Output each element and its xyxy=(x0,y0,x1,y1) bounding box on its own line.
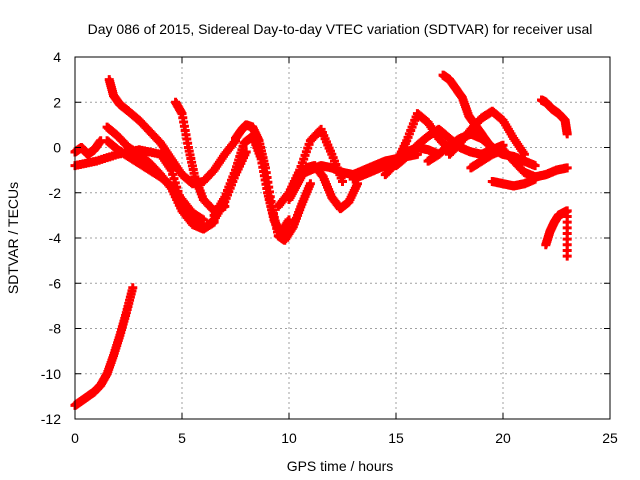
series-arc-r xyxy=(445,106,529,159)
x-axis-label: GPS time / hours xyxy=(287,458,394,474)
data-marks xyxy=(70,70,572,410)
y-tick-label: 0 xyxy=(53,140,61,156)
tick-labels: 0 5 10 15 20 25 -12 -10 -8 -6 -4 -2 0 2 4 xyxy=(41,49,618,446)
data-point xyxy=(530,161,540,171)
data-point xyxy=(562,129,572,139)
data-point xyxy=(209,217,219,227)
grid xyxy=(75,57,610,419)
data-point xyxy=(338,176,347,186)
y-tick-label: -2 xyxy=(49,185,62,201)
data-point xyxy=(519,149,529,159)
y-tick-label: -10 xyxy=(41,366,61,382)
series-arc-g xyxy=(171,97,230,216)
y-tick-label: -8 xyxy=(49,321,62,337)
y-tick-label: -12 xyxy=(41,411,61,427)
chart-title: Day 086 of 2015, Sidereal Day-to-day VTE… xyxy=(88,21,593,37)
series-arc-i xyxy=(231,120,315,245)
y-tick-label: -6 xyxy=(49,275,62,291)
series-arc-c xyxy=(104,75,240,189)
y-tick-label: 2 xyxy=(53,94,61,110)
series-arc-h xyxy=(209,131,294,238)
x-tick-label: 10 xyxy=(281,430,297,446)
series-arc-s xyxy=(466,145,572,182)
y-tick-label: -4 xyxy=(49,230,62,246)
data-point xyxy=(562,163,572,173)
data-point xyxy=(198,215,208,225)
data-point xyxy=(530,174,540,184)
y-tick-label: 4 xyxy=(53,49,61,65)
series-arc-v xyxy=(541,206,572,261)
y-axis-label: SDTVAR / TECUs xyxy=(5,182,21,294)
x-tick-label: 15 xyxy=(388,430,404,446)
x-tick-label: 0 xyxy=(71,430,79,446)
axis-ticks xyxy=(74,56,611,420)
data-point xyxy=(128,283,138,293)
data-point xyxy=(305,179,315,189)
data-point xyxy=(562,251,572,261)
series-arc-a xyxy=(70,283,138,410)
series-arc-f xyxy=(102,136,208,225)
series-arc-u xyxy=(537,95,572,139)
x-tick-label: 20 xyxy=(495,430,511,446)
x-tick-label: 5 xyxy=(178,430,186,446)
x-tick-label: 25 xyxy=(602,430,618,446)
series-arc-t xyxy=(487,174,540,191)
